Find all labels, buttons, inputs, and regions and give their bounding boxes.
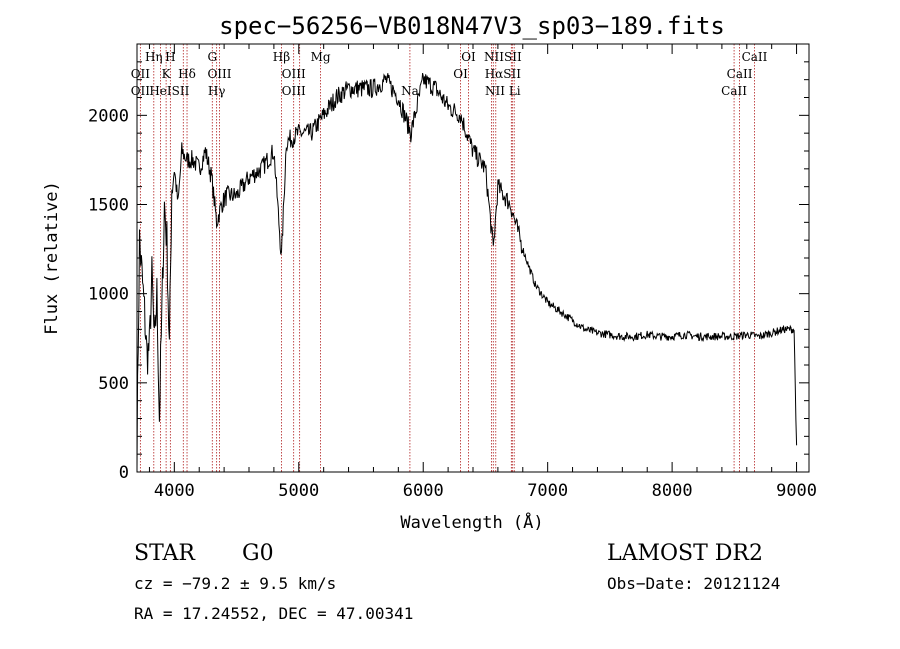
object-subclass: G0 — [242, 541, 274, 566]
redshift-velocity: cz = −79.2 ± 9.5 km/s — [134, 574, 336, 593]
line-label: Mg — [311, 50, 331, 64]
y-tick-label: 500 — [98, 374, 129, 394]
y-tick-label: 2000 — [88, 106, 129, 126]
line-label: Hβ — [273, 50, 290, 64]
y-axis: 0 500 1000 1500 2000 — [88, 61, 809, 483]
line-label: CaII — [742, 50, 768, 64]
coordinates: RA = 17.24552, DEC = 47.00341 — [134, 604, 413, 623]
y-axis-label: Flux (relative) — [42, 181, 62, 335]
chart-title: spec−56256−VB018N47V3_sp03−189.fits — [219, 12, 725, 40]
y-tick-label: 0 — [119, 463, 129, 483]
line-label: K — [162, 67, 172, 81]
line-label: OIII — [282, 67, 306, 81]
x-tick-label: 6000 — [403, 481, 444, 501]
x-tick-label: 4000 — [154, 481, 195, 501]
x-tick-label: 9000 — [776, 481, 817, 501]
line-label: NII Li — [485, 84, 521, 98]
spectrum-line — [136, 72, 798, 469]
line-label: G — [207, 50, 217, 64]
line-label: HαSII — [485, 67, 522, 81]
line-label: OII — [131, 84, 151, 98]
line-label: CaII — [727, 67, 753, 81]
line-label: HeISII — [149, 84, 189, 98]
observation-date: Obs−Date: 20121124 — [607, 574, 780, 593]
line-label: OIII — [282, 84, 306, 98]
x-tick-label: 7000 — [527, 481, 568, 501]
line-label: Na — [401, 84, 419, 98]
line-label: CaII — [721, 84, 747, 98]
x-axis-label: Wavelength (Å) — [400, 511, 543, 533]
plot-frame — [136, 43, 810, 473]
line-label: OIII — [207, 67, 231, 81]
line-label: OI — [453, 67, 468, 81]
spectral-line-labels: Hη H G Hβ Mg OI NIISII CaII OII K Hδ OIII OIII OI HαSI… — [131, 50, 768, 98]
x-axis: 4000 5000 6000 7000 8000 9000 — [148, 44, 817, 501]
line-label: H — [165, 50, 175, 64]
line-label: Hγ — [208, 84, 226, 98]
object-class: STAR — [134, 541, 196, 566]
x-tick-label: 8000 — [652, 481, 693, 501]
survey-name: LAMOST DR2 — [607, 541, 763, 566]
y-tick-label: 1500 — [88, 196, 129, 216]
line-label: NIISII — [484, 50, 522, 64]
y-tick-label: 1000 — [88, 285, 129, 305]
line-label: OII — [131, 67, 151, 81]
line-label: Hδ — [178, 67, 196, 81]
line-label: OI — [461, 50, 476, 64]
line-label: Hη — [145, 50, 163, 64]
x-tick-label: 5000 — [278, 481, 319, 501]
